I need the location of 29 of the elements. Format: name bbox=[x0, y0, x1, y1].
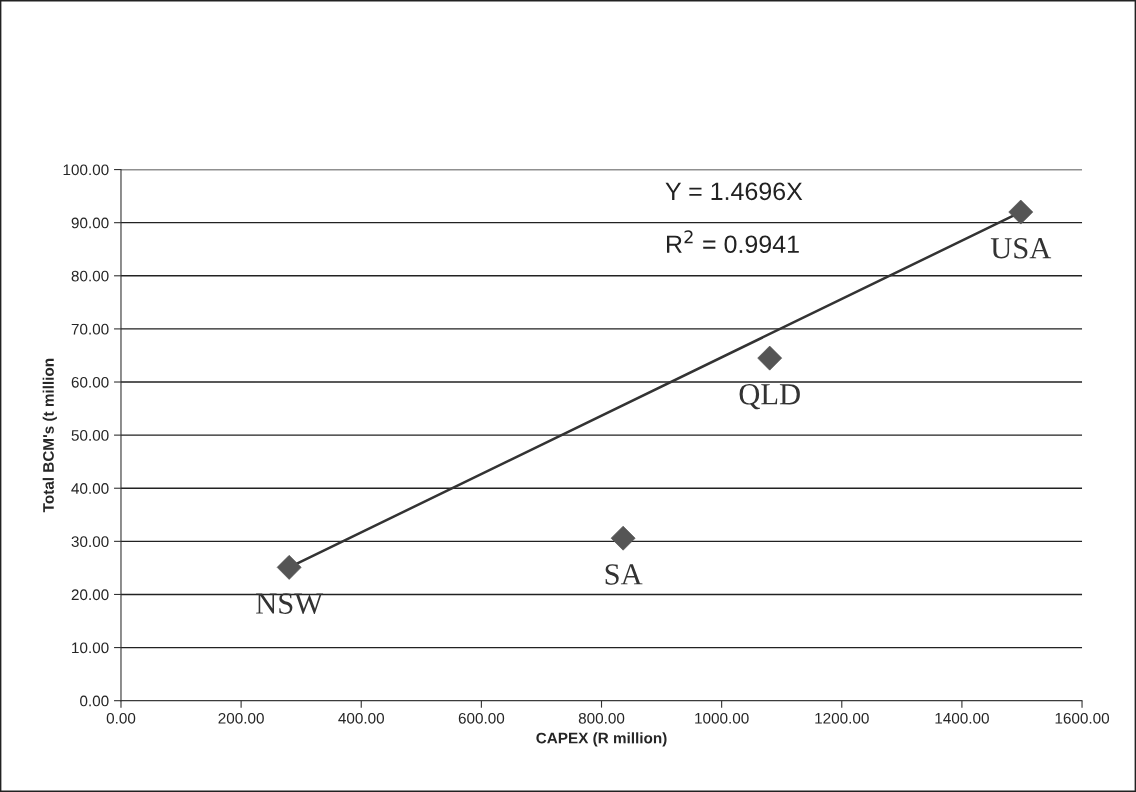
y-tick-label: 50.00 bbox=[71, 429, 109, 441]
y-tick-label: 20.00 bbox=[71, 589, 109, 601]
x-tick-label: 400.00 bbox=[338, 712, 385, 724]
x-tick-label: 1000.00 bbox=[695, 712, 749, 724]
x-axis-title: CAPEX (R million) bbox=[536, 732, 667, 747]
x-tick-label: 0.00 bbox=[106, 712, 136, 724]
y-tick-label: 80.00 bbox=[71, 270, 109, 282]
y-tick-label: 60.00 bbox=[71, 376, 109, 388]
annotation: SA bbox=[605, 564, 643, 585]
x-tick-label: 200.00 bbox=[218, 712, 264, 724]
annotation: USA bbox=[990, 238, 1052, 259]
y-tick-label: 10.00 bbox=[72, 642, 109, 654]
x-tick-label: 1400.00 bbox=[935, 712, 989, 724]
x-tick-label: 1600.00 bbox=[1055, 712, 1110, 724]
y-axis-title: Total BCM's (t million bbox=[42, 358, 57, 513]
point bbox=[610, 525, 636, 551]
x-tick-label: 1200.00 bbox=[815, 712, 869, 724]
x-tick-label: 800.00 bbox=[578, 712, 625, 724]
y-tick-label: 40.00 bbox=[71, 483, 109, 494]
annotation: QLD bbox=[739, 384, 800, 410]
y-tick-label: 90.00 bbox=[71, 217, 109, 229]
y-tick-label: 30.00 bbox=[71, 536, 109, 548]
y-tick-label: 100.00 bbox=[63, 164, 109, 176]
annotation: Y = 1.4696X bbox=[665, 182, 803, 201]
annotation: NSW bbox=[256, 593, 324, 615]
annotation: R$^{2}$ = 0.9941 bbox=[666, 230, 799, 254]
y-tick-label: 70.00 bbox=[71, 323, 109, 335]
y-tick-label: 0.00 bbox=[80, 695, 109, 707]
x-tick-label: 600.00 bbox=[458, 712, 505, 724]
